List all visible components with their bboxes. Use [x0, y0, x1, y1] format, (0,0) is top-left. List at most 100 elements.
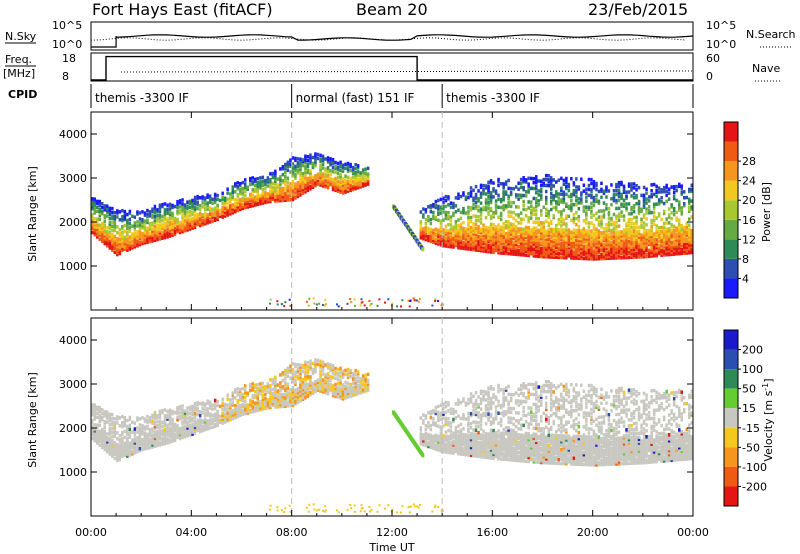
velocity-cell-1229: [341, 397, 345, 401]
power-cell-492: [178, 205, 182, 209]
power-cell-3271: [652, 236, 656, 240]
velocity-cell-918: [281, 404, 285, 409]
power-cell-200: [123, 239, 127, 244]
velocity-cell-89: [106, 448, 109, 452]
power-cell-2520: [570, 234, 573, 238]
power-cell-413: [163, 218, 167, 222]
power-cell-2810: [600, 181, 603, 186]
velocity-cell-178: [118, 424, 122, 428]
power-cell-3291: [655, 238, 658, 242]
power-cell-2085: [524, 253, 528, 257]
power-cell-748: [241, 202, 244, 207]
power-cell-754: [241, 186, 244, 191]
power-cell-2176: [535, 244, 538, 248]
velocity-cell-1052: [304, 390, 307, 394]
velocity-cell-621: [206, 409, 209, 413]
power-cell-1325: [366, 182, 370, 186]
velocity-cell-840: [264, 404, 267, 409]
power-cell-1344: [422, 231, 425, 235]
power-cell-2311: [547, 211, 550, 216]
velocity-cell-398: [161, 432, 164, 437]
power-cell-2582: [577, 252, 581, 257]
velocity-cell-650: [213, 402, 217, 407]
power-cell-2380: [555, 227, 558, 232]
velocity-cell-850: [266, 404, 270, 408]
velocity-cell-340: [151, 439, 154, 443]
power-cell-3393: [667, 229, 671, 233]
power-cell-1928: [504, 192, 508, 196]
velocity-cell-683: [223, 406, 227, 410]
velocity-cell-698: [229, 412, 232, 416]
power-cell-2104: [527, 253, 530, 258]
power-cell-323: [146, 212, 149, 217]
power-cell-837: [261, 179, 265, 183]
power-cell-390: [158, 209, 162, 213]
velocity-cell-959: [289, 404, 292, 408]
power-cell-1723: [482, 231, 485, 235]
power-cell-1671: [474, 184, 478, 189]
power-cell-2461: [562, 182, 566, 187]
power-cell-2327: [550, 233, 553, 237]
velocity-cell-1002: [294, 364, 297, 369]
power-cell-2258: [542, 231, 545, 235]
power-cell-3252: [650, 228, 653, 233]
power-cell-2500: [567, 230, 571, 234]
power-cell-500: [181, 220, 184, 224]
power-cell-3047: [627, 241, 631, 246]
velocity-cell-1126: [319, 385, 322, 389]
velocity-cell-639: [211, 413, 214, 417]
power-cell-2619: [580, 199, 583, 203]
power-cell-1239: [341, 165, 345, 169]
velocity-cell-338: [151, 443, 154, 447]
power-cell-2338: [550, 188, 553, 192]
power-cell-2087: [524, 247, 528, 251]
power-cell-1521: [454, 227, 458, 232]
power-cell-217: [126, 234, 129, 238]
power-cell-549: [191, 220, 194, 224]
power-cell-2829: [602, 191, 606, 195]
power-cell-1737: [484, 241, 488, 246]
power-cell-2915: [612, 196, 616, 201]
velocity-cell-1112: [314, 364, 317, 368]
power-cell-2570: [575, 222, 578, 227]
power-cell-1689: [477, 197, 480, 201]
power-cell-3220: [645, 191, 648, 195]
power-cell-3161: [640, 245, 643, 249]
velocity-cell-395: [161, 440, 164, 444]
power-cell-1100: [311, 163, 315, 168]
velocity-cell-456: [171, 423, 174, 428]
velocity-cell-768: [246, 409, 249, 413]
power-cell-1526: [454, 210, 458, 214]
power-cell-787: [251, 196, 254, 200]
power-cell-427: [166, 219, 169, 223]
power-cell-682: [223, 202, 227, 206]
power-cell-2585: [577, 246, 581, 251]
velocity-cell-538: [188, 425, 192, 429]
power-cell-771: [246, 197, 249, 201]
power-cell-2506: [567, 188, 571, 193]
power-cell-1632: [472, 246, 475, 250]
power-cell-2776: [597, 237, 601, 241]
power-cell-476: [176, 219, 179, 224]
power-cell-784: [251, 202, 254, 206]
power-cell-27: [93, 201, 96, 205]
velocity-cell-457: [171, 421, 174, 426]
power-cell-2913: [612, 212, 616, 217]
power-cell-3577: [690, 199, 693, 203]
velocity-cell-1016: [296, 367, 300, 371]
power-cell-339: [151, 235, 154, 239]
power-cell-1729: [482, 191, 485, 196]
power-cell-3327: [660, 241, 663, 246]
power-cell-2651: [585, 241, 588, 245]
power-cell-1464: [444, 210, 448, 215]
power-cell-2529: [570, 194, 573, 199]
power-cell-2956: [617, 234, 621, 238]
power-cell-1117: [316, 180, 320, 184]
velocity-cell-445: [168, 412, 172, 417]
power-cell-3265: [652, 248, 656, 252]
power-cell-807: [256, 196, 259, 201]
power-cell-1257: [346, 175, 350, 180]
power-cell-3281: [652, 192, 656, 197]
velocity-cell-123: [111, 448, 114, 452]
power-cell-995: [294, 182, 297, 186]
